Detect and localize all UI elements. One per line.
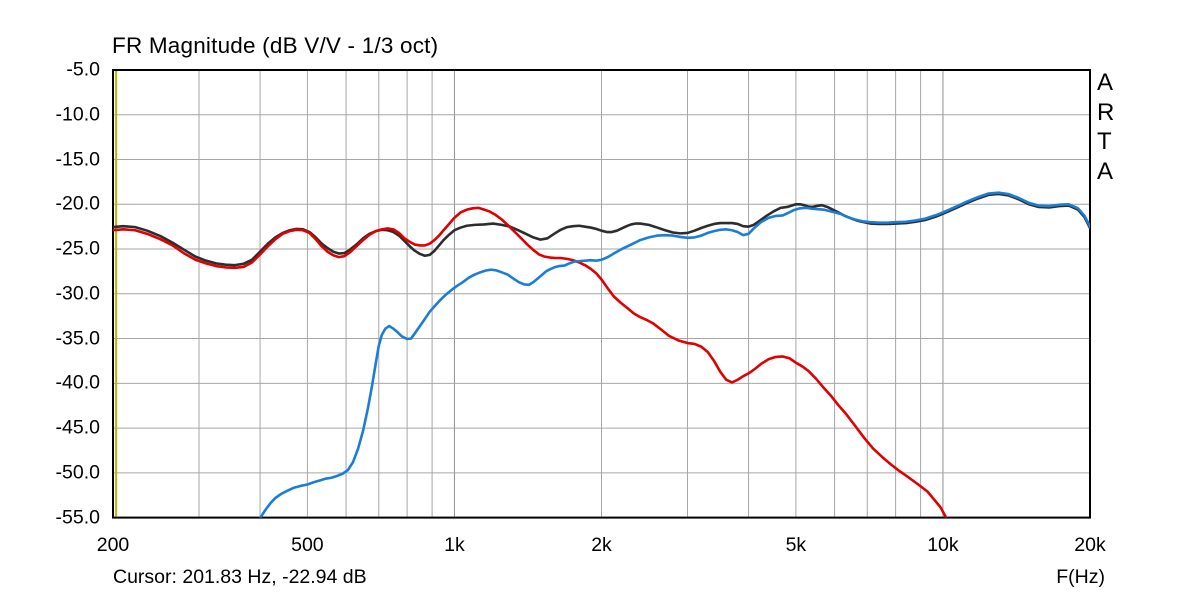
- y-tick-label--25.0: -25.0: [55, 237, 100, 260]
- cursor-readout: Cursor: 201.83 Hz, -22.94 dB: [113, 566, 367, 588]
- blue-highpass-curve: [259, 191, 1090, 518]
- x-tick-label-5k: 5k: [785, 534, 807, 556]
- x-tick-label-500: 500: [291, 534, 324, 556]
- y-tick-label--55.0: -55.0: [55, 506, 100, 529]
- y-tick-label--35.0: -35.0: [55, 327, 100, 350]
- y-tick-label--20.0: -20.0: [55, 192, 100, 215]
- y-tick-label--45.0: -45.0: [55, 416, 100, 439]
- red-lowpass-curve: [113, 206, 948, 518]
- black-sum-curve: [113, 192, 1090, 267]
- y-tick-label--10.0: -10.0: [55, 103, 100, 126]
- y-tick-label--5.0: -5.0: [66, 58, 100, 81]
- chart-title: FR Magnitude (dB V/V - 1/3 oct): [112, 33, 439, 58]
- plot-border: [112, 69, 1091, 519]
- y-tick-label--50.0: -50.0: [55, 461, 100, 484]
- y-tick-label--30.0: -30.0: [55, 282, 100, 305]
- y-tick-label--40.0: -40.0: [55, 371, 100, 394]
- x-tick-label-200: 200: [96, 534, 130, 556]
- y-tick-label--15.0: -15.0: [55, 148, 100, 171]
- x-axis-title: F(Hz): [1056, 566, 1105, 588]
- x-tick-label-20k: 20k: [1074, 534, 1106, 556]
- x-tick-label-2k: 2k: [591, 534, 612, 556]
- x-tick-label-10k: 10k: [927, 534, 959, 556]
- x-tick-label-1k: 1k: [444, 534, 465, 556]
- arta-watermark: A R T A: [1097, 69, 1115, 185]
